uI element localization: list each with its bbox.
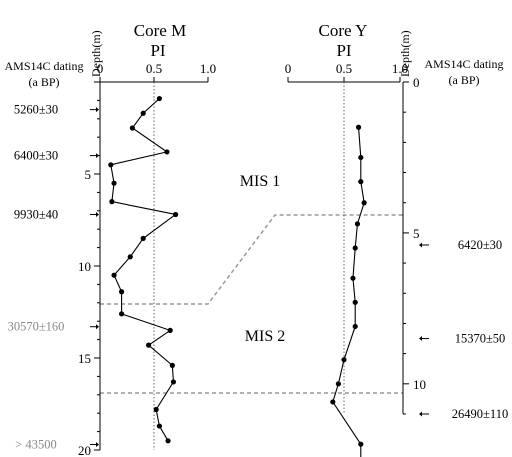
core-y-pi-point (352, 323, 358, 330)
core-m-pi-point (164, 149, 170, 155)
core-m-depth-tick-label: 5 (85, 167, 92, 182)
core-m-pi-point (156, 423, 162, 429)
core-m-pi-point (119, 311, 125, 317)
core-y-x-tick-label: 1.0 (392, 61, 408, 76)
core-m-pi-point (167, 327, 173, 333)
core-y-pi-point (354, 221, 361, 227)
core-y-pi-point (358, 154, 364, 161)
mis1-mis2-boundary-line (100, 214, 403, 305)
core-m-x-tick-label: 0 (97, 61, 104, 76)
core-y-pi-point (335, 381, 341, 387)
core-m-pi-point (146, 342, 152, 348)
core-y-dating-arrowhead (419, 336, 422, 342)
core-y-dating-label: 15370±50 (455, 332, 506, 346)
core-m-pi-point (108, 162, 114, 168)
core-m-dating-arrowhead (96, 153, 99, 159)
core-m-dating-arrowhead (96, 441, 99, 447)
core-y-pi-point (358, 179, 364, 185)
core-y-dating-arrowhead (419, 411, 422, 417)
core-y-title: Core Y (319, 21, 368, 40)
core-y-depth-tick-label: 5 (413, 226, 420, 241)
core-y-depth-tick-label: 10 (413, 377, 426, 392)
core-m-pi-line (110, 98, 177, 442)
core-m-dating-arrowhead (96, 324, 99, 330)
core-y-pi-point (352, 299, 358, 305)
core-m-pi-point (170, 379, 177, 385)
core-y-dating-arrowhead (419, 242, 422, 248)
core-y-dating-label: 6420±30 (458, 238, 502, 252)
core-m-dating-arrowhead (96, 211, 99, 217)
core-m-pi-point (129, 125, 135, 131)
core-m-pi-point (140, 235, 146, 241)
core-y-pi-point (341, 357, 347, 363)
core-y-depth-tick-label: 0 (413, 75, 420, 90)
core-m-dating-header-1: AMS14C dating (4, 59, 83, 73)
core-y-dating-header-1: AMS14C dating (424, 57, 503, 71)
core-m-pi-point (109, 199, 115, 205)
core-m-x-tick-label: 0.5 (146, 61, 162, 76)
core-m-pi-point (153, 406, 159, 413)
mis1-label: MIS 1 (240, 173, 280, 190)
core-m-pi-point (111, 180, 117, 186)
core-m-pi-point (173, 211, 179, 218)
core-y-dating-label: 26490±110 (452, 407, 508, 421)
core-y-pi-point (330, 399, 336, 405)
core-m-pi-point (127, 254, 133, 260)
core-y-pi-label: PI (336, 41, 351, 60)
core-m-depth-tick-label: 10 (78, 259, 91, 274)
core-y-x-tick-label: 0 (285, 61, 292, 76)
core-y-pi-point (358, 441, 364, 447)
core-y-dating-header-2: (a BP) (449, 73, 480, 87)
core-y-depth-label: Depth(m) (398, 30, 412, 77)
core-m-pi-label: PI (150, 41, 165, 60)
core-m-depth-tick-label: 20 (78, 443, 91, 457)
core-m-panel: 0 0.5 1.0 5 10 15 20 5260±30 6400±30 9930±40 30570… (8, 61, 217, 457)
core-m-dating-label: 30570±160 (8, 320, 65, 334)
core-m-pi-point (156, 95, 162, 102)
core-m-depth-label: Depth(m) (89, 30, 103, 77)
core-y-pi-point (350, 275, 356, 281)
core-y-panel: 0 0.5 1.0 0 5 10 6420±30 15370±50 26490±110 (285, 61, 508, 457)
core-m-dating-label: 5260±30 (14, 103, 58, 117)
core-y-pi-point (361, 200, 367, 206)
core-m-pi-point (119, 289, 125, 295)
core-m-dating-label: > 43500 (15, 437, 56, 451)
core-y-pi-point (352, 245, 358, 251)
core-y-x-tick-label: 0.5 (336, 61, 352, 76)
core-m-pi-point (169, 362, 175, 368)
core-m-dating-arrowhead (96, 107, 99, 113)
core-y-pi-line (332, 127, 365, 457)
core-m-pi-point (165, 438, 171, 444)
core-m-dating-label: 6400±30 (14, 149, 58, 163)
core-m-pi-point (111, 272, 117, 278)
core-m-dating-header-2: (a BP) (29, 75, 60, 89)
core-m-depth-tick-label: 15 (78, 351, 91, 366)
mis2-label: MIS 2 (245, 328, 285, 345)
core-m-title: Core M (134, 21, 186, 40)
core-y-pi-point (355, 124, 362, 130)
core-m-dating-label: 9930±40 (14, 207, 58, 221)
core-m-x-tick-label: 1.0 (200, 61, 216, 76)
core-m-pi-point (140, 110, 146, 116)
